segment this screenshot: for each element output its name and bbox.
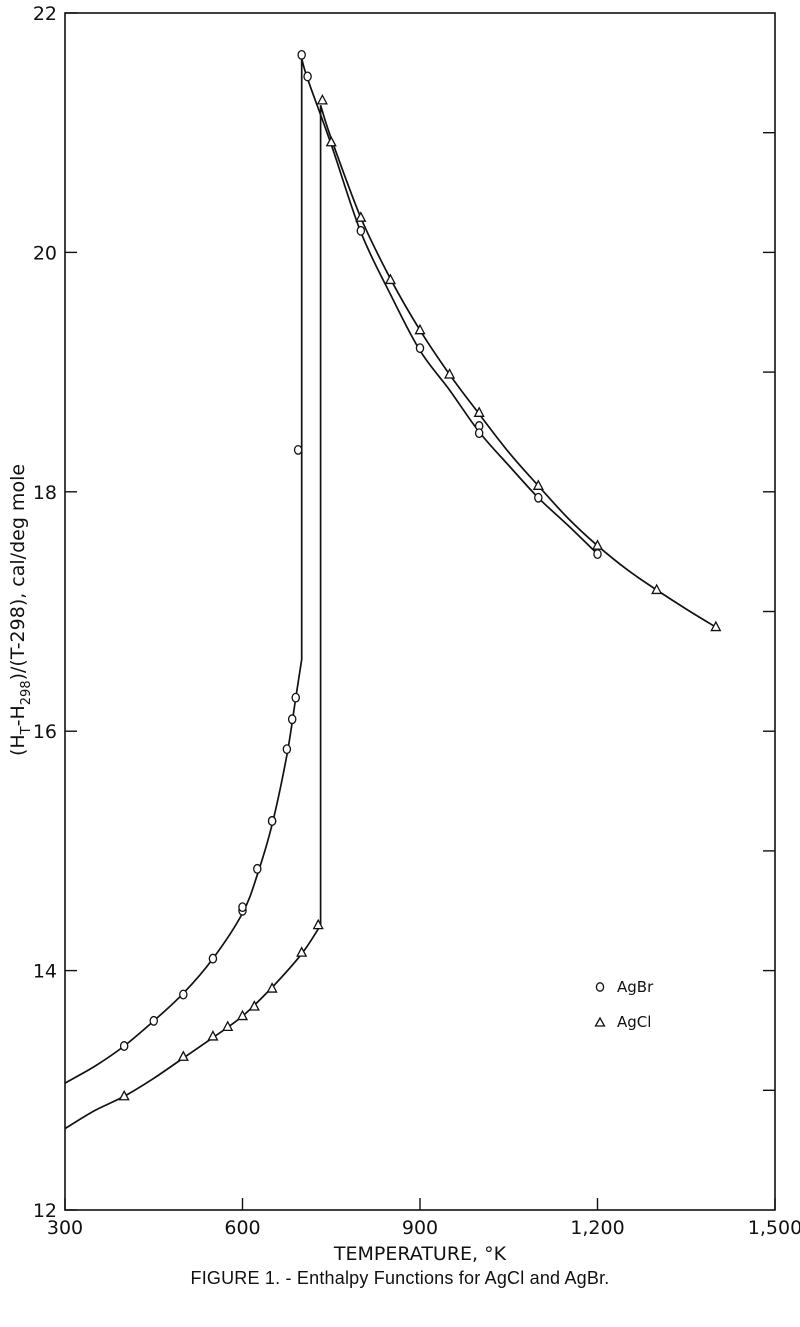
y-tick-label: 12: [33, 1200, 57, 1222]
figure-caption: FIGURE 1. - Enthalpy Functions for AgCl …: [190, 1268, 610, 1288]
data-point-agcl: [710, 620, 722, 632]
x-tick-label: 900: [402, 1217, 438, 1239]
series-curve-agcl: [64, 104, 717, 1130]
data-point-agbr: [293, 444, 303, 455]
data-point-agcl: [248, 1000, 260, 1011]
axis-ticks: 300 600 900 1,200 1,500 12 14 16 18 20 22: [33, 3, 800, 1239]
data-point-agbr: [297, 49, 306, 60]
legend: AgBr AgCl: [594, 978, 654, 1031]
y-tick-label: 14: [33, 961, 57, 983]
legend-marker-triangle: [594, 1016, 606, 1027]
data-point-agbr: [287, 714, 297, 725]
data-point-agbr: [291, 692, 300, 703]
data-point-agcl: [312, 918, 324, 930]
data-point-agcl: [384, 273, 396, 285]
data-point-agcl: [207, 1030, 219, 1041]
legend-marker-circle: [595, 982, 605, 992]
data-point-agcl: [532, 479, 544, 490]
data-point-agbr: [238, 902, 247, 913]
y-tick-label: 20: [33, 242, 57, 264]
data-point-agbr: [356, 225, 366, 236]
x-tick-label: 1,200: [570, 1217, 624, 1239]
data-point-agbr: [303, 71, 312, 82]
data-point-agcl: [651, 583, 663, 595]
y-tick-label: 18: [33, 482, 57, 504]
x-tick-label: 1,500: [748, 1217, 800, 1239]
y-tick-label: 16: [33, 721, 57, 743]
legend-item-agbr: AgBr: [595, 978, 654, 996]
legend-label-agbr: AgBr: [617, 978, 654, 996]
data-point-agcl: [266, 982, 278, 993]
y-axis-title: (HT-H298)/(T-298), cal/deg mole: [7, 464, 34, 756]
series-curves: [64, 58, 717, 1130]
data-point-agcl: [316, 93, 328, 105]
x-axis-title: TEMPERATURE, °K: [333, 1243, 507, 1265]
data-point-agbr: [149, 1015, 158, 1026]
data-point-agcl: [414, 323, 426, 335]
legend-item-agcl: AgCl: [594, 1013, 651, 1031]
data-point-agbr: [208, 953, 218, 964]
x-tick-label: 300: [47, 1217, 83, 1239]
series-markers: [118, 49, 722, 1101]
y-tick-label: 22: [33, 3, 57, 25]
data-point-agbr: [415, 343, 425, 354]
data-point-agbr: [534, 492, 543, 503]
data-point-agcl: [296, 946, 308, 957]
legend-label-agcl: AgCl: [617, 1013, 651, 1031]
data-point-agcl: [236, 1009, 249, 1021]
data-point-agcl: [118, 1089, 130, 1101]
data-point-agbr: [119, 1041, 129, 1051]
series-curve-agbr: [64, 58, 599, 1084]
data-point-agbr: [267, 816, 277, 826]
x-tick-label: 600: [224, 1217, 260, 1239]
data-point-agcl: [325, 135, 337, 147]
data-point-agbr: [593, 549, 602, 559]
data-point-agcl: [473, 406, 485, 417]
data-point-agcl: [591, 539, 604, 550]
data-point-agcl: [222, 1020, 234, 1032]
data-point-agbr: [282, 744, 292, 755]
data-point-agbr: [179, 989, 188, 1000]
data-point-agcl: [355, 211, 367, 222]
plot-frame: [64, 12, 776, 1211]
data-point-agbr: [474, 428, 484, 439]
data-point-agcl: [444, 368, 456, 379]
data-point-agcl: [177, 1050, 189, 1061]
data-point-agbr: [253, 863, 262, 874]
